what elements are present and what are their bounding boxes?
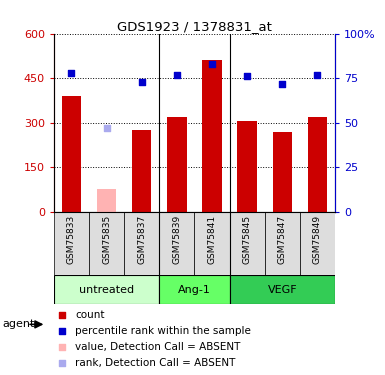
FancyBboxPatch shape <box>124 212 159 275</box>
Text: percentile rank within the sample: percentile rank within the sample <box>75 326 251 336</box>
Point <box>139 79 145 85</box>
FancyBboxPatch shape <box>159 275 229 304</box>
Bar <box>203 60 222 212</box>
Bar <box>97 189 116 212</box>
FancyBboxPatch shape <box>54 212 89 275</box>
Point <box>174 72 180 78</box>
Text: count: count <box>75 310 104 320</box>
Bar <box>132 130 151 212</box>
Point <box>209 61 215 67</box>
Text: GSM75845: GSM75845 <box>243 215 252 264</box>
Text: VEGF: VEGF <box>268 285 297 295</box>
Text: GSM75837: GSM75837 <box>137 215 146 264</box>
Text: GSM75839: GSM75839 <box>172 215 181 264</box>
Point <box>59 360 65 366</box>
FancyBboxPatch shape <box>159 212 194 275</box>
Bar <box>167 117 186 212</box>
Text: untreated: untreated <box>79 285 134 295</box>
Text: GSM75849: GSM75849 <box>313 215 322 264</box>
Text: value, Detection Call = ABSENT: value, Detection Call = ABSENT <box>75 342 240 352</box>
Text: GSM75833: GSM75833 <box>67 215 76 264</box>
Text: GSM75847: GSM75847 <box>278 215 287 264</box>
FancyBboxPatch shape <box>89 212 124 275</box>
FancyBboxPatch shape <box>229 212 264 275</box>
Bar <box>308 117 327 212</box>
FancyBboxPatch shape <box>54 275 159 304</box>
FancyBboxPatch shape <box>300 212 335 275</box>
Point <box>104 125 110 131</box>
Point <box>59 312 65 318</box>
Text: agent: agent <box>2 320 34 329</box>
Point <box>59 344 65 350</box>
Text: GSM75841: GSM75841 <box>208 215 216 264</box>
Point <box>59 328 65 334</box>
Text: rank, Detection Call = ABSENT: rank, Detection Call = ABSENT <box>75 358 235 368</box>
FancyBboxPatch shape <box>194 212 229 275</box>
Point <box>244 74 250 80</box>
Point <box>279 81 285 87</box>
Bar <box>238 121 257 212</box>
Text: Ang-1: Ang-1 <box>178 285 211 295</box>
Text: GSM75835: GSM75835 <box>102 215 111 264</box>
FancyBboxPatch shape <box>264 212 300 275</box>
Point <box>314 72 320 78</box>
Bar <box>273 132 292 212</box>
Point <box>69 70 75 76</box>
Bar <box>62 96 81 212</box>
Title: GDS1923 / 1378831_at: GDS1923 / 1378831_at <box>117 20 272 33</box>
FancyBboxPatch shape <box>229 275 335 304</box>
